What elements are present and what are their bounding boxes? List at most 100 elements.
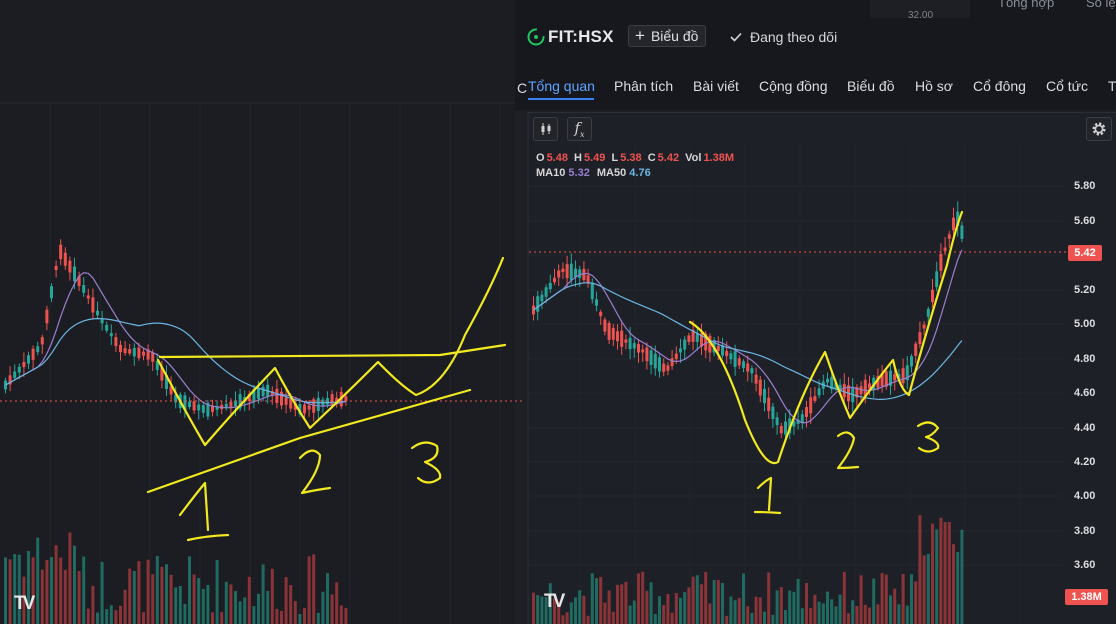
volume-bar <box>247 576 251 624</box>
candle-body <box>897 374 901 379</box>
volume-bar <box>599 576 603 624</box>
tab-articles[interactable]: Bài viết <box>693 78 739 94</box>
candle-body <box>683 339 687 350</box>
candle-body <box>704 333 708 351</box>
volume-bar <box>838 594 842 624</box>
candle-body <box>771 406 775 420</box>
candle-body <box>578 269 582 278</box>
volume-bar <box>645 590 649 624</box>
indicators-button[interactable]: fx <box>567 117 592 141</box>
candle-body <box>674 353 678 359</box>
candle-body <box>960 225 964 239</box>
volume-bar <box>201 588 205 624</box>
candle-body <box>956 211 960 226</box>
candle-body <box>649 350 653 365</box>
volume-bar <box>13 554 17 624</box>
ticker-status-icon <box>527 28 545 46</box>
candle-body <box>889 370 892 386</box>
volume-bar <box>224 581 228 624</box>
candle-body <box>645 347 649 362</box>
candle-body <box>809 397 813 414</box>
ticker-symbol: FIT:HSX <box>548 27 614 46</box>
tab-dividends[interactable]: Cổ tức <box>1046 78 1089 94</box>
volume-bar <box>876 604 880 624</box>
volume-bar <box>729 596 733 624</box>
low-key: L <box>611 152 619 164</box>
y-tick-label: 4.60 <box>1074 387 1096 399</box>
volume-bar <box>312 554 316 624</box>
candle-body <box>910 356 913 367</box>
candle-body <box>926 308 930 317</box>
volume-bar <box>215 559 219 624</box>
candle-body <box>935 271 939 288</box>
peek-tab-orderbook[interactable]: Sổ lệ <box>1086 0 1116 10</box>
candle-body <box>767 397 771 412</box>
candle-body <box>8 375 12 385</box>
volume-bar <box>880 573 884 624</box>
volume-bar <box>280 610 283 624</box>
peek-tab-summary[interactable]: Tổng hợp <box>998 0 1055 10</box>
volume-bar <box>935 529 939 624</box>
candle-body <box>73 266 76 282</box>
volume-bar <box>679 597 682 624</box>
tab-profile[interactable]: Hồ sơ <box>915 78 953 94</box>
candle-body <box>561 268 565 272</box>
volume-bar <box>344 607 348 624</box>
volume-bar <box>578 590 582 624</box>
candle-body <box>628 337 632 350</box>
candle-body <box>197 404 201 411</box>
volume-bar <box>151 574 155 624</box>
candle-body <box>63 252 67 266</box>
candle-body <box>733 351 737 367</box>
candle-body <box>805 407 808 417</box>
candle-body <box>641 349 645 353</box>
y-tick-label: 5.00 <box>1074 318 1096 330</box>
last-volume-tag: 1.38M <box>1065 589 1108 605</box>
volume-bar <box>316 612 320 624</box>
volume-bar <box>805 582 808 624</box>
open-chart-button[interactable]: + Biểu đồ <box>628 25 707 47</box>
volume-bar <box>188 556 191 624</box>
volume-bar <box>128 568 132 624</box>
chart-settings-button[interactable] <box>1086 117 1112 141</box>
volume-bar <box>931 523 934 624</box>
tradingview-logo-left: TV <box>14 593 35 614</box>
tab-analysis[interactable]: Phân tích <box>614 78 674 94</box>
candle-body <box>544 287 548 297</box>
candle-body <box>128 349 132 354</box>
open-key: O <box>536 152 545 164</box>
volume-bar <box>183 603 187 624</box>
chart-type-button[interactable] <box>533 117 558 141</box>
candle-body <box>565 264 569 279</box>
y-tick-label: 5.60 <box>1074 215 1096 227</box>
volume-bar <box>813 594 817 624</box>
ma10-key: MA10 <box>536 167 566 179</box>
candle-body <box>303 404 306 414</box>
candle-body <box>947 234 951 239</box>
candle-body <box>45 309 49 324</box>
y-tick-label: 3.80 <box>1074 525 1096 537</box>
candle-body <box>86 295 90 299</box>
volume-bar <box>326 573 329 624</box>
volume-bar <box>257 593 260 624</box>
candle-body <box>792 421 796 427</box>
tab-overview[interactable]: Tổng quan <box>528 78 595 94</box>
tab-shareholders[interactable]: Cổ đông <box>973 78 1026 94</box>
left-grid <box>49 104 501 624</box>
candle-body <box>779 426 783 434</box>
volume-bar <box>303 608 306 624</box>
volume-bar <box>834 606 838 624</box>
tab-community[interactable]: Cộng đồng <box>759 78 828 94</box>
volume-bar <box>96 612 99 624</box>
candle-body <box>540 294 544 302</box>
volume-bar <box>771 614 775 624</box>
tab-more[interactable]: T <box>1108 78 1116 94</box>
tab-chart[interactable]: Biểu đồ <box>847 78 895 94</box>
left-volume-bars <box>4 532 348 624</box>
candle-body <box>607 322 611 340</box>
volume-bar <box>45 559 49 624</box>
follow-toggle[interactable]: Đang theo dõi <box>730 29 837 45</box>
volume-bar <box>746 606 750 624</box>
candle-body <box>160 366 164 381</box>
volume-bar <box>914 581 918 624</box>
